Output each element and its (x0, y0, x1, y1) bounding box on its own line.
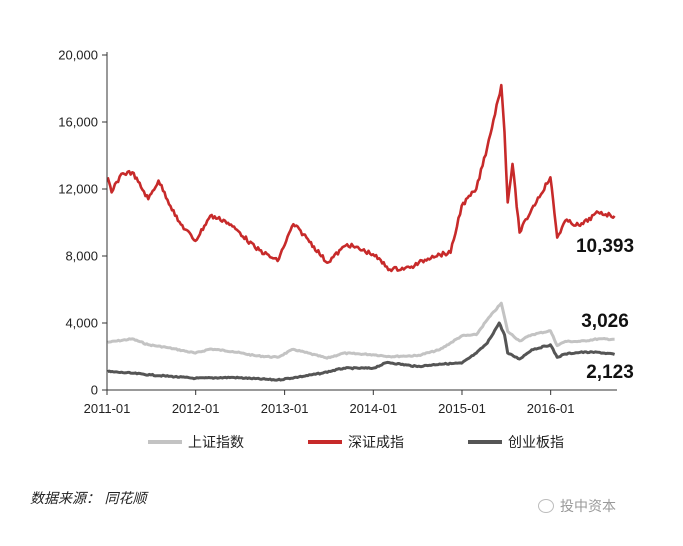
series-line-chinext (107, 321, 616, 382)
y-tick-label: 20,000 (58, 48, 98, 63)
end-label-szse: 10,393 (576, 236, 634, 257)
axes: 0 4,000 8,000 12,000 16,000 20,000 2011-01 2012… (58, 48, 617, 416)
legend-label-chinext: 创业板指 (508, 435, 564, 451)
y-tick-label: 0 (91, 383, 98, 398)
line-chart: 0 4,000 8,000 12,000 16,000 20,000 2011-01 2012… (58, 48, 634, 417)
legend-item-sse: 上证指数 (148, 432, 244, 452)
series-line-sse (107, 301, 615, 360)
x-tick-label: 2013-01 (261, 401, 309, 416)
series-layer (106, 83, 616, 382)
legend-swatch-chinext (468, 440, 502, 444)
legend-label-szse: 深证成指 (348, 435, 404, 451)
y-tick-label: 16,000 (58, 115, 98, 130)
wechat-icon (538, 499, 554, 513)
x-tick-label: 2012-01 (172, 401, 220, 416)
data-source-note: 数据来源： 同花顺 (30, 491, 147, 507)
watermark-text: 投中资本 (560, 499, 616, 515)
legend-swatch-sse (148, 440, 182, 444)
y-tick-label: 8,000 (65, 249, 98, 264)
x-tick-label: 2011-01 (84, 401, 131, 416)
end-label-chinext: 2,123 (586, 362, 634, 383)
watermark: 投中资本 (538, 496, 616, 516)
y-tick-label: 4,000 (65, 316, 98, 331)
x-tick-label: 2016-01 (527, 401, 575, 416)
legend-item-chinext: 创业板指 (468, 432, 564, 452)
end-labels: 3,026 10,393 2,123 (576, 236, 634, 383)
legend-swatch-szse (308, 440, 342, 444)
series-line-szse (106, 83, 616, 273)
legend-item-szse: 深证成指 (308, 432, 404, 452)
x-tick-label: 2015-01 (438, 401, 486, 416)
legend-label-sse: 上证指数 (188, 435, 244, 451)
y-tick-label: 12,000 (58, 182, 98, 197)
x-tick-label: 2014-01 (349, 401, 397, 416)
legend: 上证指数 深证成指 创业板指 (0, 432, 683, 456)
end-label-sse: 3,026 (581, 311, 629, 332)
